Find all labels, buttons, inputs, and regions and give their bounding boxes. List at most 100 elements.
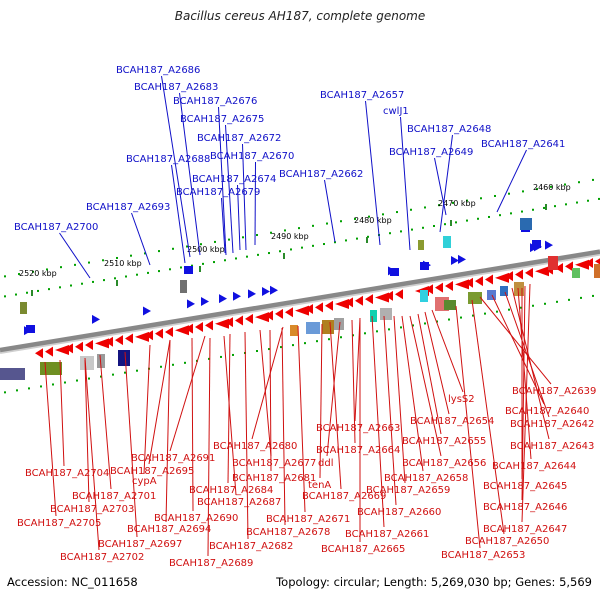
forward-gene-arrow[interactable] (262, 287, 270, 297)
reverse-gene-label[interactable]: BCAH187_A2655 (402, 436, 486, 447)
annotation-block[interactable] (444, 300, 456, 310)
reverse-gene-arrow[interactable] (195, 322, 203, 333)
reverse-gene-arrow[interactable] (465, 277, 473, 288)
reverse-gene-arrow[interactable] (85, 340, 93, 351)
annotation-block[interactable] (40, 362, 62, 375)
annotation-block[interactable] (118, 350, 130, 366)
reverse-gene-label[interactable]: BCAH187_A2687 (197, 497, 281, 508)
reverse-gene-label[interactable]: BCAH187_A2689 (169, 558, 253, 569)
reverse-gene-label[interactable]: BCAH187_A2654 (410, 416, 494, 427)
reverse-gene-arrow[interactable] (45, 346, 53, 357)
forward-gene-arrow[interactable] (187, 299, 195, 309)
forward-gene-arrow[interactable] (143, 306, 151, 316)
reverse-gene-arrow[interactable] (535, 266, 549, 277)
annotation-block[interactable] (520, 218, 532, 230)
reverse-gene-arrow[interactable] (235, 315, 243, 326)
reverse-gene-arrow[interactable] (305, 303, 313, 314)
reverse-gene-label[interactable]: BCAH187_A2645 (483, 481, 567, 492)
forward-gene-label[interactable]: BCAH187_A2693 (86, 202, 170, 213)
reverse-gene-label[interactable]: BCAH187_A2653 (441, 550, 525, 561)
forward-gene-label[interactable]: BCAH187_A2676 (173, 96, 257, 107)
reverse-gene-label[interactable]: BCAH187_A2678 (246, 527, 330, 538)
reverse-gene-arrow[interactable] (335, 299, 349, 310)
forward-gene-label[interactable]: BCAH187_A2641 (481, 139, 565, 150)
forward-gene-block[interactable] (184, 266, 193, 274)
reverse-gene-arrow[interactable] (375, 292, 389, 303)
reverse-gene-label[interactable]: BCAH187_A2681 (232, 473, 316, 484)
reverse-gene-arrow[interactable] (515, 269, 523, 280)
forward-gene-block[interactable] (390, 268, 399, 276)
annotation-block[interactable] (420, 290, 428, 302)
reverse-gene-label[interactable]: BCAH187_A2701 (72, 491, 156, 502)
reverse-gene-arrow[interactable] (145, 330, 153, 341)
reverse-gene-arrow[interactable] (475, 276, 483, 287)
annotation-block[interactable] (500, 286, 508, 296)
annotation-block[interactable] (487, 290, 496, 300)
reverse-gene-label[interactable]: BCAH187_A2643 (510, 441, 594, 452)
reverse-gene-arrow[interactable] (365, 294, 373, 305)
reverse-gene-label[interactable]: BCAH187_A2671 (266, 514, 350, 525)
annotation-block[interactable] (306, 322, 320, 334)
reverse-gene-arrow[interactable] (125, 333, 133, 344)
reverse-gene-label[interactable]: BCAH187_A2665 (321, 544, 405, 555)
reverse-gene-arrow[interactable] (555, 262, 563, 273)
reverse-gene-label[interactable]: ddl (318, 458, 333, 469)
reverse-gene-label[interactable]: BCAH187_A2644 (492, 461, 576, 472)
reverse-gene-arrow[interactable] (105, 336, 113, 347)
annotation-block[interactable] (290, 325, 298, 336)
reverse-gene-label[interactable]: BCAH187_A2658 (384, 473, 468, 484)
forward-gene-arrow[interactable] (270, 285, 278, 295)
forward-gene-label[interactable]: BCAH187_A2672 (197, 133, 281, 144)
reverse-gene-label[interactable]: tenA (308, 480, 331, 491)
reverse-gene-label[interactable]: BCAH187_A2697 (98, 539, 182, 550)
forward-gene-label[interactable]: BCAH187_A2679 (176, 187, 260, 198)
forward-gene-label[interactable]: BCAH187_A2649 (389, 147, 473, 158)
forward-gene-label[interactable]: BCAH187_A2688 (126, 154, 210, 165)
forward-gene-label[interactable]: BCAH187_A2648 (407, 124, 491, 135)
reverse-gene-arrow[interactable] (495, 272, 509, 283)
reverse-gene-arrow[interactable] (585, 258, 593, 269)
forward-gene-arrow[interactable] (219, 294, 227, 304)
forward-gene-arrow[interactable] (545, 240, 553, 250)
annotation-block[interactable] (370, 310, 377, 322)
reverse-gene-arrow[interactable] (485, 274, 493, 285)
forward-gene-block[interactable] (26, 325, 35, 333)
annotation-block[interactable] (594, 264, 600, 278)
reverse-gene-label[interactable]: BCAH187_A2677 (232, 458, 316, 469)
reverse-gene-arrow[interactable] (55, 344, 69, 355)
forward-gene-arrow[interactable] (451, 256, 459, 266)
reverse-gene-label[interactable]: BCAH187_A2694 (127, 524, 211, 535)
annotation-block[interactable] (322, 320, 334, 334)
reverse-gene-label[interactable]: BCAH187_A2684 (189, 485, 273, 496)
reverse-gene-arrow[interactable] (275, 308, 283, 319)
reverse-gene-arrow[interactable] (385, 290, 393, 301)
annotation-block[interactable] (380, 308, 392, 320)
reverse-gene-arrow[interactable] (575, 259, 589, 270)
reverse-gene-label[interactable]: BCAH187_A2691 (131, 453, 215, 464)
forward-gene-label[interactable]: BCAH187_A2657 (320, 90, 404, 101)
forward-gene-label[interactable]: BCAH187_A2700 (14, 222, 98, 233)
reverse-gene-arrow[interactable] (215, 318, 229, 329)
reverse-gene-label[interactable]: BCAH187_A2695 (110, 466, 194, 477)
annotation-block[interactable] (418, 240, 424, 250)
forward-gene-block[interactable] (532, 240, 541, 248)
reverse-gene-arrow[interactable] (505, 271, 513, 282)
annotation-block[interactable] (0, 368, 25, 380)
reverse-gene-label[interactable]: BCAH187_A2680 (213, 441, 297, 452)
reverse-gene-arrow[interactable] (175, 325, 189, 336)
annotation-block[interactable] (334, 318, 344, 330)
reverse-gene-label[interactable]: BCAH187_A2639 (512, 386, 596, 397)
reverse-gene-arrow[interactable] (95, 338, 109, 349)
forward-gene-label[interactable]: BCAH187_A2674 (192, 174, 276, 185)
forward-gene-arrow[interactable] (458, 254, 466, 264)
annotation-block[interactable] (443, 236, 451, 248)
forward-gene-arrow[interactable] (92, 314, 100, 324)
reverse-gene-label[interactable]: BCAH187_A2690 (154, 513, 238, 524)
reverse-gene-arrow[interactable] (565, 261, 573, 272)
reverse-gene-arrow[interactable] (75, 341, 83, 352)
reverse-gene-arrow[interactable] (425, 284, 433, 295)
forward-gene-label[interactable]: cwlJ1 (383, 106, 409, 117)
forward-gene-arrow[interactable] (248, 289, 256, 299)
reverse-gene-arrow[interactable] (225, 317, 233, 328)
reverse-gene-arrow[interactable] (355, 295, 363, 306)
